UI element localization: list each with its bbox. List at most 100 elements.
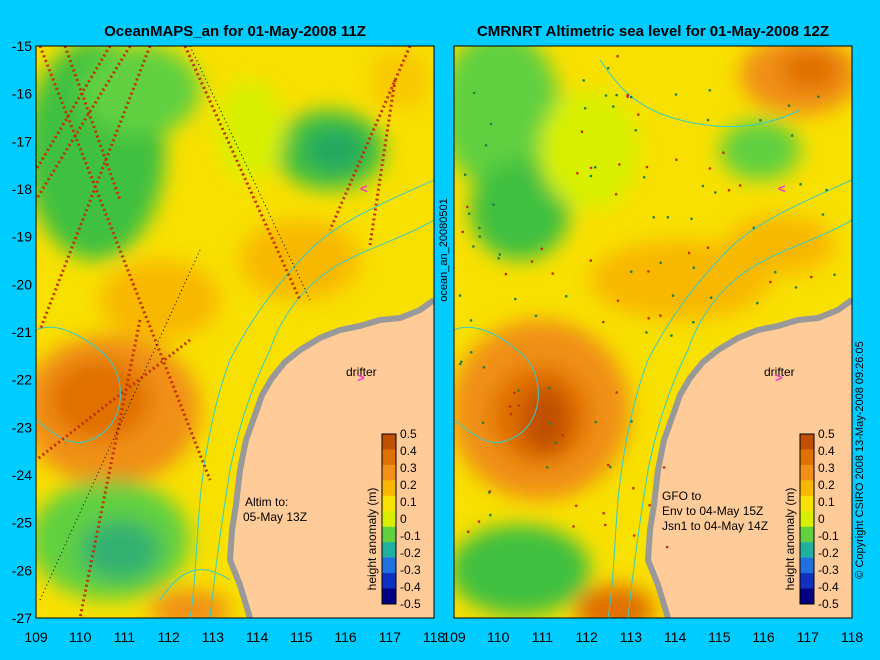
observation-point [652,216,656,219]
observation-point [727,188,731,192]
observation-point [463,173,467,176]
satellite-ground-tracks [39,46,311,601]
observation-point [561,434,564,437]
lon-tick-label: 110 [487,629,510,645]
colorbar-tick-label: -0.2 [400,546,421,560]
lat-tick-label: -22 [12,372,32,388]
right-map-frame [453,45,853,619]
coastline [226,297,434,618]
observation-point [614,192,618,196]
observation-point [583,107,587,110]
colorbar-swatch [800,588,814,605]
observation-point [534,314,538,318]
observation-point [604,94,608,97]
colorbar-tick-label: -0.1 [400,529,421,543]
observation-point [548,422,552,425]
observation-point [554,441,557,445]
observation-point [708,89,712,92]
observation-point [504,272,508,276]
observation-point [540,247,544,251]
observation-point [508,405,512,408]
colorbar-tick-label: -0.4 [400,580,421,594]
observation-point [647,317,650,320]
colorbar-swatch [382,588,396,605]
right-map-title: CMRNRT Altimetric sea level for 01-May-2… [477,23,829,40]
colorbar-tick-label: 0.5 [400,427,417,441]
colorbar-tick-label: 0.2 [818,478,835,492]
observation-point [461,230,465,234]
colorbar-tick-label: -0.5 [400,597,421,611]
bathymetry-contours [454,59,852,618]
observation-point [616,299,620,303]
colorbar-swatch [382,464,396,481]
gfo-label-1: GFO to [662,489,702,503]
lat-tick-label: -18 [12,181,32,197]
colorbar-swatch [382,480,396,497]
observation-point [589,174,593,178]
colorbar-tick-label: 0.2 [400,478,417,492]
lon-tick-label: 110 [69,629,92,645]
observation-point [517,389,520,392]
observation-point [773,270,777,274]
lon-tick-label: 112 [158,629,181,645]
observation-point [607,463,610,467]
colorbar-swatch [800,542,814,559]
observation-point [472,245,475,248]
observation-point [478,235,482,238]
observation-point [612,105,615,108]
colorbar-frame [799,433,815,605]
observation-point [593,165,597,169]
observation-point [594,420,598,424]
observation-point [692,266,696,270]
observation-point [517,404,520,407]
observation-point [687,251,691,255]
lon-tick-label: 114 [664,629,687,645]
observation-point [659,314,662,317]
observation-point [825,188,828,192]
colorbar-tick-label: -0.5 [818,597,839,611]
colorbar-swatch [800,526,814,543]
colorbar-tick-label: 0.1 [400,495,417,509]
observation-point [665,545,669,549]
observation-point [551,272,554,275]
colorbar-swatch [382,449,396,466]
colorbar-tick-label: 0.3 [818,461,835,475]
observation-point [615,391,618,394]
left-map-title: OceanMAPS_an for 01-May-2008 11Z [104,23,366,40]
observation-point [574,504,578,508]
colorbar-swatch [800,511,814,528]
observation-point [509,412,513,416]
observation-point [459,362,462,366]
observation-point [671,294,675,297]
observation-point [602,511,605,515]
lon-tick-label: 116 [334,629,357,645]
observation-point [477,520,481,523]
observation-point [666,215,670,219]
colorbar-swatch [800,434,814,450]
observation-point [706,246,710,249]
colorbar-swatch [382,542,396,559]
observation-point [546,466,549,469]
observation-point [647,270,650,273]
observation-point [489,122,493,126]
left-lon-ticks: 109 110 111 112 113 114 115 116 117 118 [24,629,445,645]
observation-point [675,158,678,161]
copyright-label: © Copyright CSIRO 2008 13-May-2008 09:26… [854,341,866,578]
observation-point [634,129,638,132]
observation-point [632,534,636,537]
observation-point [458,294,462,297]
observation-point [606,66,610,70]
lat-tick-label: -25 [12,515,32,531]
left-colorbar: 0.5 0.4 0.3 0.2 0.1 0 -0.1 -0.2 -0.3 -0.4 -0.5 heig… [365,427,421,611]
right-lon-ticks: 109 110 111 112 113 114 115 116 117 118 [442,629,863,645]
observation-point [576,172,579,175]
colorbar-tick-label: 0.3 [400,461,417,475]
colorbar-tick-label: -0.4 [818,580,839,594]
drifter-label: drifter [346,365,377,379]
observation-point [692,320,695,324]
observation-point [489,513,492,517]
right-map-area[interactable]: GFO to Env to 04-May 15Z Jsn1 to 04-May … [440,30,860,635]
colorbar-swatch [382,511,396,528]
lon-tick-label: 118 [423,629,446,645]
observation-point [821,213,825,216]
